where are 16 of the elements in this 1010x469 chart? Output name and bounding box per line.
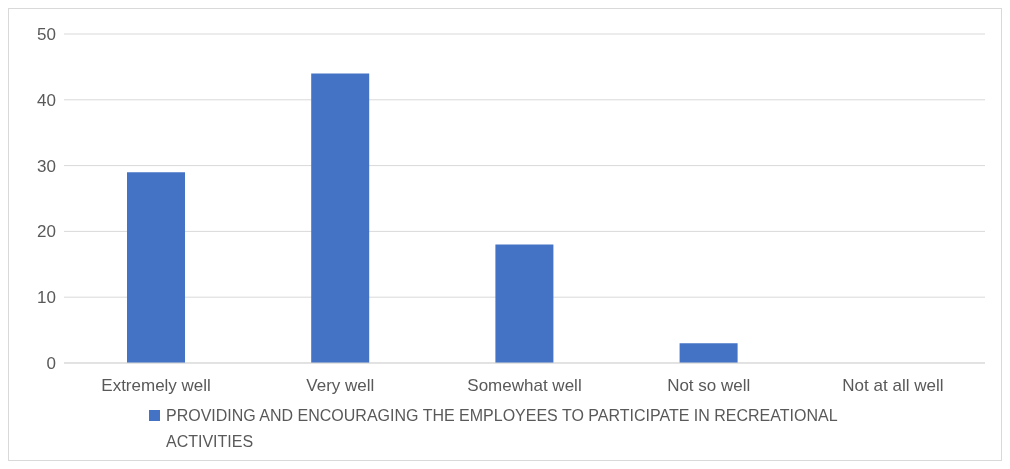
x-tick-label: Not at all well (842, 376, 944, 396)
y-tick-label: 20 (37, 222, 56, 242)
bar (495, 244, 554, 363)
y-tick-label: 0 (46, 354, 56, 374)
y-tick-label: 30 (37, 156, 56, 176)
y-tick-label: 40 (37, 90, 56, 110)
y-tick-label: 50 (37, 25, 56, 45)
y-tick-label: 10 (37, 288, 56, 308)
x-tick-label: Not so well (667, 376, 751, 396)
x-tick-label: Very well (306, 376, 375, 396)
bar (679, 343, 738, 363)
bar (127, 172, 185, 363)
bar (311, 73, 370, 363)
x-tick-label: Extremely well (101, 376, 211, 396)
legend-label: PROVIDING AND ENCOURAGING THE EMPLOYEES TO PARTICIPATE IN RECREATIONAL ACTIVITIES (166, 406, 838, 452)
x-tick-label: Somewhat well (467, 376, 582, 396)
